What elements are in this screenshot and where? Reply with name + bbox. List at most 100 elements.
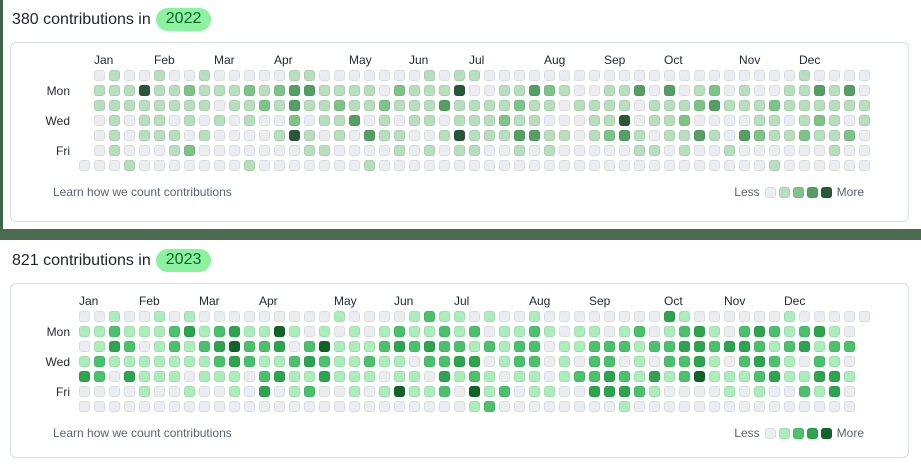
contribution-cell[interactable] [214, 326, 225, 337]
contribution-cell[interactable] [199, 341, 210, 352]
contribution-cell[interactable] [469, 160, 480, 171]
contribution-cell[interactable] [544, 356, 555, 367]
contribution-cell[interactable] [259, 145, 270, 156]
contribution-cell[interactable] [244, 311, 255, 322]
contribution-cell[interactable] [169, 100, 180, 111]
contribution-cell[interactable] [844, 70, 855, 81]
contribution-cell[interactable] [559, 401, 570, 412]
contribution-cell[interactable] [694, 386, 705, 397]
contribution-cell[interactable] [229, 85, 240, 96]
contribution-cell[interactable] [259, 326, 270, 337]
contribution-cell[interactable] [739, 341, 750, 352]
contribution-cell[interactable] [394, 70, 405, 81]
contribution-cell[interactable] [529, 130, 540, 141]
contribution-cell[interactable] [259, 160, 270, 171]
contribution-cell[interactable] [544, 130, 555, 141]
contribution-cell[interactable] [484, 326, 495, 337]
contribution-cell[interactable] [214, 70, 225, 81]
contribution-cell[interactable] [124, 356, 135, 367]
contribution-cell[interactable] [364, 145, 375, 156]
contribution-cell[interactable] [244, 326, 255, 337]
contribution-cell[interactable] [424, 371, 435, 382]
contribution-cell[interactable] [769, 356, 780, 367]
contribution-cell[interactable] [289, 85, 300, 96]
contribution-cell[interactable] [664, 100, 675, 111]
contribution-cell[interactable] [664, 145, 675, 156]
contribution-cell[interactable] [154, 341, 165, 352]
contribution-cell[interactable] [514, 326, 525, 337]
contribution-cell[interactable] [214, 311, 225, 322]
contribution-cell[interactable] [679, 401, 690, 412]
contribution-cell[interactable] [844, 100, 855, 111]
contribution-cell[interactable] [79, 401, 90, 412]
contribution-cell[interactable] [739, 326, 750, 337]
contribution-cell[interactable] [139, 356, 150, 367]
contribution-cell[interactable] [109, 356, 120, 367]
contribution-cell[interactable] [799, 401, 810, 412]
contribution-cell[interactable] [799, 115, 810, 126]
contribution-cell[interactable] [79, 160, 90, 171]
contribution-cell[interactable] [574, 401, 585, 412]
contribution-cell[interactable] [754, 160, 765, 171]
contribution-cell[interactable] [364, 401, 375, 412]
contribution-cell[interactable] [544, 160, 555, 171]
contribution-cell[interactable] [709, 386, 720, 397]
contribution-cell[interactable] [694, 160, 705, 171]
contribution-cell[interactable] [799, 356, 810, 367]
contribution-cell[interactable] [484, 115, 495, 126]
contribution-cell[interactable] [754, 115, 765, 126]
contribution-cell[interactable] [484, 160, 495, 171]
contribution-cell[interactable] [169, 311, 180, 322]
contribution-cell[interactable] [379, 326, 390, 337]
contribution-cell[interactable] [379, 70, 390, 81]
contribution-cell[interactable] [664, 85, 675, 96]
contribution-cell[interactable] [124, 70, 135, 81]
contribution-cell[interactable] [304, 100, 315, 111]
contribution-cell[interactable] [94, 386, 105, 397]
contribution-cell[interactable] [469, 115, 480, 126]
contribution-cell[interactable] [79, 326, 90, 337]
contribution-cell[interactable] [349, 115, 360, 126]
contribution-cell[interactable] [799, 70, 810, 81]
contribution-cell[interactable] [124, 401, 135, 412]
contribution-cell[interactable] [379, 401, 390, 412]
contribution-cell[interactable] [814, 85, 825, 96]
contribution-cell[interactable] [844, 356, 855, 367]
contribution-cell[interactable] [829, 85, 840, 96]
contribution-cell[interactable] [409, 160, 420, 171]
contribution-cell[interactable] [754, 100, 765, 111]
contribution-cell[interactable] [259, 115, 270, 126]
contribution-cell[interactable] [409, 356, 420, 367]
contribution-cell[interactable] [739, 371, 750, 382]
contribution-cell[interactable] [469, 85, 480, 96]
contribution-cell[interactable] [694, 145, 705, 156]
contribution-cell[interactable] [679, 145, 690, 156]
contribution-cell[interactable] [214, 130, 225, 141]
contribution-cell[interactable] [784, 100, 795, 111]
contribution-cell[interactable] [634, 115, 645, 126]
contribution-cell[interactable] [289, 356, 300, 367]
contribution-cell[interactable] [814, 371, 825, 382]
contribution-cell[interactable] [469, 371, 480, 382]
contribution-cell[interactable] [724, 70, 735, 81]
contribution-cell[interactable] [634, 145, 645, 156]
contribution-cell[interactable] [139, 371, 150, 382]
contribution-cell[interactable] [844, 311, 855, 322]
contribution-cell[interactable] [454, 356, 465, 367]
contribution-cell[interactable] [424, 386, 435, 397]
contribution-cell[interactable] [829, 326, 840, 337]
contribution-cell[interactable] [199, 356, 210, 367]
contribution-cell[interactable] [439, 371, 450, 382]
contribution-cell[interactable] [604, 70, 615, 81]
contribution-cell[interactable] [529, 326, 540, 337]
contribution-cell[interactable] [574, 311, 585, 322]
contribution-cell[interactable] [274, 70, 285, 81]
contribution-cell[interactable] [514, 145, 525, 156]
contribution-cell[interactable] [199, 100, 210, 111]
contribution-cell[interactable] [109, 326, 120, 337]
contribution-cell[interactable] [349, 160, 360, 171]
contribution-cell[interactable] [679, 85, 690, 96]
learn-contributions-link[interactable]: Learn how we count contributions [53, 185, 232, 199]
contribution-cell[interactable] [259, 311, 270, 322]
contribution-cell[interactable] [814, 145, 825, 156]
